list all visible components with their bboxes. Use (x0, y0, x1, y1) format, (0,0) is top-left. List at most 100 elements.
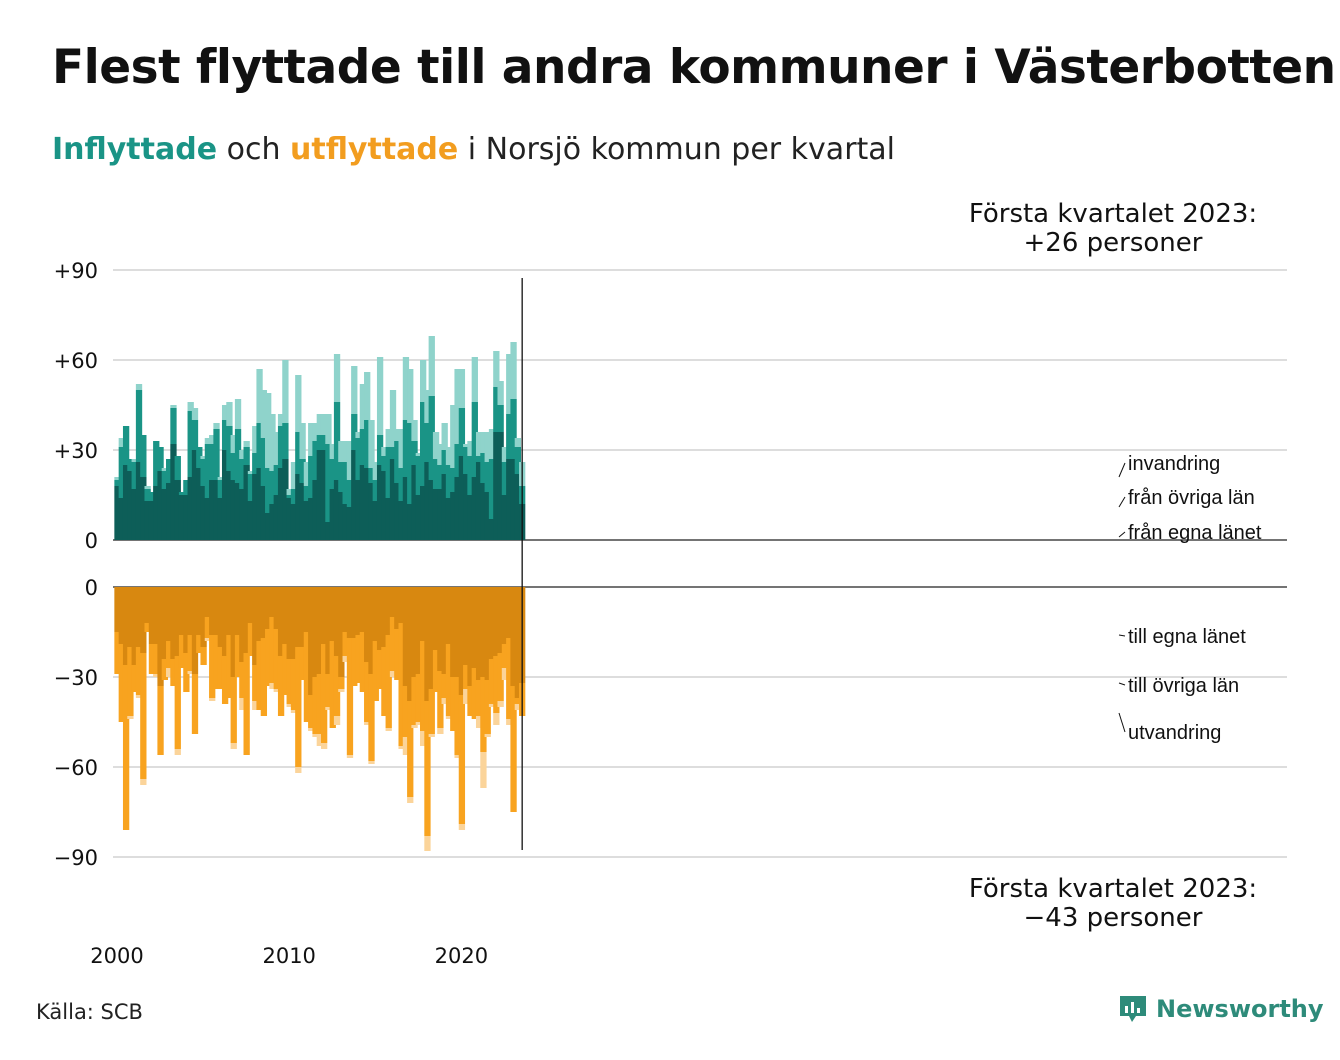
bar-in-segment (230, 435, 237, 453)
bar-out-segment (166, 587, 173, 641)
bar-in-segment (166, 459, 173, 483)
bar-out-segment (376, 587, 384, 650)
bar-in-segment (290, 462, 298, 489)
bar-in-segment (282, 459, 289, 540)
bar-in-segment (312, 423, 319, 441)
bar-out-segment (320, 644, 328, 743)
bar-in-segment (316, 450, 323, 540)
legend-leader-in (1118, 462, 1126, 478)
bar-in-segment (424, 390, 431, 423)
bar-out-segment (140, 779, 147, 785)
bar-in-segment (510, 342, 517, 399)
bar-out-segment (329, 587, 336, 641)
bar-in-segment (230, 453, 237, 480)
bar-in-segment (191, 408, 199, 420)
bar-in-segment (402, 477, 410, 540)
bar-in-segment (183, 480, 190, 495)
bar-out-segment (209, 587, 216, 635)
bar-in-segment (368, 420, 375, 468)
bar-in-segment (501, 462, 509, 495)
bar-out-segment (389, 617, 397, 671)
bar-out-segment (118, 644, 125, 722)
bar-out-segment (226, 635, 233, 698)
bar-in-segment (381, 456, 388, 471)
bar-out-segment (407, 701, 414, 797)
legend-label-in: invandring (1128, 453, 1220, 475)
bar-in-segment (376, 465, 384, 540)
bar-in-segment (415, 495, 422, 540)
bar-out-segment (277, 587, 285, 656)
newsworthy-logo[interactable]: Newsworthy (1118, 994, 1324, 1024)
bar-out-segment (346, 587, 354, 638)
bar-in-segment (351, 414, 358, 450)
bar-in-segment (269, 504, 276, 540)
bar-out-segment (385, 635, 392, 728)
bar-out-segment (286, 659, 293, 704)
bar-in-segment (458, 369, 466, 408)
bar-in-segment (463, 447, 470, 474)
bar-in-segment (282, 423, 289, 459)
bar-out-segment (467, 587, 474, 686)
bar-in-segment (196, 468, 203, 540)
bar-out-segment (364, 722, 371, 725)
bar-out-segment (441, 698, 448, 704)
bar-in-segment (385, 429, 392, 447)
bar-out-segment (260, 587, 268, 638)
bar-in-segment (329, 459, 336, 489)
bar-in-segment (140, 435, 147, 477)
bar-in-segment (187, 477, 194, 540)
bar-in-segment (303, 501, 311, 540)
bar-in-segment (432, 489, 440, 540)
bar-in-segment (265, 513, 272, 540)
bar-in-segment (342, 462, 349, 504)
bar-in-segment (221, 405, 229, 420)
bar-in-segment (497, 381, 504, 405)
bar-out-segment (480, 587, 487, 677)
bar-out-segment (368, 587, 375, 674)
bar-out-segment (312, 587, 319, 677)
bar-in-segment (471, 357, 478, 402)
bar-in-segment (372, 480, 379, 501)
bar-in-segment (308, 498, 315, 540)
bar-out-segment (385, 728, 392, 731)
bar-in-segment (135, 462, 143, 540)
bar-in-segment (471, 402, 478, 477)
bar-in-segment (420, 486, 427, 540)
chart-subtitle: Inflyttade och utflyttade i Norsjö kommu… (52, 132, 895, 167)
bar-out-segment (282, 644, 289, 695)
bar-out-segment (140, 653, 147, 779)
bar-out-segment (144, 623, 151, 632)
bar-out-segment (174, 749, 181, 755)
legend-label-out: utvandring (1128, 722, 1221, 744)
bar-out-segment (187, 587, 194, 635)
bar-out-segment (338, 677, 345, 689)
bar-in-segment (191, 450, 199, 540)
bar-out-segment (389, 587, 397, 617)
bar-in-segment (187, 402, 194, 411)
legend-label-in: från egna länet (1128, 522, 1262, 544)
bar-in-segment (450, 405, 457, 468)
bar-in-segment (286, 489, 293, 495)
bar-in-segment (329, 444, 336, 459)
bar-out-segment (437, 587, 444, 671)
bar-in-segment (407, 369, 414, 423)
bar-in-segment (372, 501, 379, 540)
bar-out-segment (458, 587, 466, 695)
bar-in-segment (445, 465, 453, 498)
bar-in-segment (432, 432, 440, 459)
bar-in-segment (135, 384, 143, 390)
bar-out-segment (506, 638, 513, 719)
bar-in-segment (428, 336, 435, 396)
bar-out-segment (239, 587, 246, 662)
bar-in-segment (394, 441, 401, 483)
bar-in-segment (239, 489, 246, 540)
bar-in-segment (187, 411, 194, 477)
bar-out-segment (432, 650, 440, 692)
bar-in-segment (226, 402, 233, 426)
bar-in-segment (389, 459, 397, 540)
bar-in-segment (381, 447, 388, 456)
bar-out-segment (252, 665, 259, 701)
bar-out-segment (493, 656, 500, 713)
bar-in-segment (221, 420, 229, 450)
bar-out-segment (316, 734, 323, 746)
